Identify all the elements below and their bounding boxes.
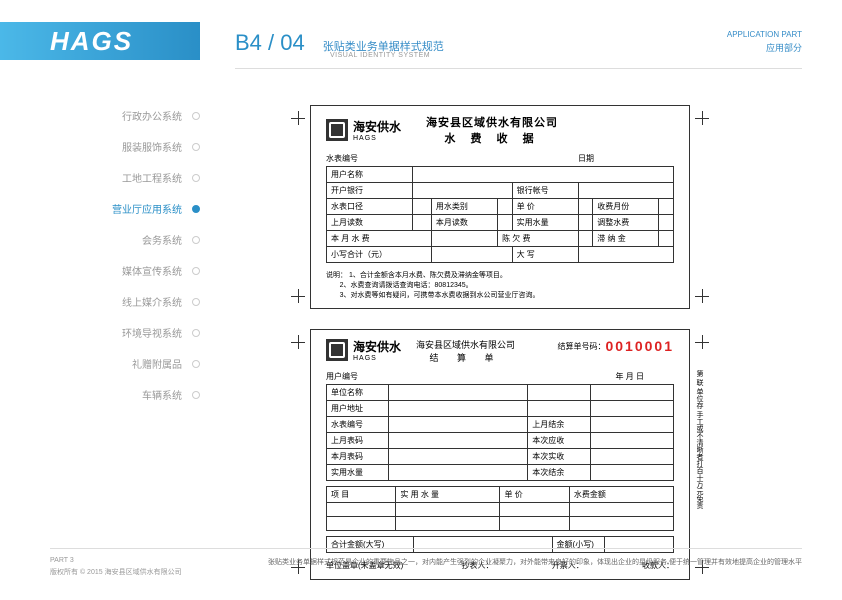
logo-icon xyxy=(326,119,348,141)
part-number: PART 3 xyxy=(50,557,182,564)
page-code: B4 / 04 xyxy=(235,30,305,56)
app-part-cn: 应用部分 xyxy=(727,41,802,54)
brand-logo-bar: HAGS xyxy=(0,22,200,60)
sidebar-item[interactable]: 行政办公系统 xyxy=(60,108,200,123)
receipt-title: 海安县区域供水有限公司 水 费 收 据 xyxy=(426,114,558,146)
footer-description: 张贴类业务单据样式规范是企业的重要物品之一，对内能产生强烈的企业凝聚力，对外能带… xyxy=(268,557,802,577)
content-area: 海安供水 HAGS 海安县区域供水有限公司 水 费 收 据 水表编号 日期 用户… xyxy=(310,105,730,600)
serial-number: 0010001 xyxy=(605,338,674,354)
meter-number-label: 水表编号 xyxy=(326,153,358,164)
app-part-en: APPLICATION PART xyxy=(727,30,802,39)
sidebar: 行政办公系统服装服饰系统工地工程系统营业厅应用系统会务系统媒体宣传系统线上媒介系… xyxy=(60,108,200,418)
receipt-settlement: 第 联 单位存 手工或不清晰者打百十万元免责 海安供水 HAGS 海安县区域供水… xyxy=(310,329,690,580)
serial-label: 结算单号码： xyxy=(557,341,605,352)
settlement-table: 单位名称用户地址水表编号上月结余上月表码本次应收本月表码本次实收实用水量本次结余 xyxy=(326,384,674,481)
vertical-note: 第 联 单位存 手工或不清晰者打百十万元免责 xyxy=(694,370,704,509)
crop-mark-icon xyxy=(291,111,305,125)
brand-logo: HAGS xyxy=(50,26,133,57)
crop-mark-icon xyxy=(695,111,709,125)
sidebar-item[interactable]: 礼赠附属品 xyxy=(60,356,200,371)
company-logo: 海安供水 HAGS xyxy=(326,338,401,362)
sidebar-item[interactable]: 营业厅应用系统 xyxy=(60,201,200,216)
sidebar-item[interactable]: 车辆系统 xyxy=(60,387,200,402)
receipt-title: 海安县区域供水有限公司 结 算 单 xyxy=(416,338,515,364)
bullet-icon xyxy=(192,174,200,182)
sidebar-item[interactable]: 线上媒介系统 xyxy=(60,294,200,309)
sidebar-item[interactable]: 媒体宣传系统 xyxy=(60,263,200,278)
receipt-notes: 说明： 1、合计金额含本月水费、陈欠费及滞纳金等项目。 2、水费查询请拨话查询电… xyxy=(311,268,689,308)
logo-en: HAGS xyxy=(353,135,401,142)
bullet-icon xyxy=(192,143,200,151)
bullet-icon xyxy=(192,391,200,399)
date-label: 日期 xyxy=(578,153,594,164)
bullet-icon xyxy=(192,205,200,213)
page-footer: PART 3 版权所有 © 2015 海安县区域供水有限公司 张贴类业务单据样式… xyxy=(50,548,802,577)
bullet-icon xyxy=(192,236,200,244)
bullet-icon xyxy=(192,360,200,368)
bullet-icon xyxy=(192,329,200,337)
user-id-label: 用户编号 xyxy=(326,371,358,382)
application-part: APPLICATION PART 应用部分 xyxy=(727,30,802,54)
sidebar-item[interactable]: 服装服饰系统 xyxy=(60,139,200,154)
header-divider xyxy=(235,68,802,69)
bullet-icon xyxy=(192,298,200,306)
settlement-items: 项 目实 用 水 量单 价水费金额 xyxy=(326,486,674,531)
date-label: 年 月 日 xyxy=(616,371,644,382)
sidebar-item[interactable]: 会务系统 xyxy=(60,232,200,247)
crop-mark-icon xyxy=(695,289,709,303)
copyright: 版权所有 © 2015 海安县区域供水有限公司 xyxy=(50,567,182,577)
page-title-en: VISUAL IDENTITY SYSTEM xyxy=(330,52,430,59)
bullet-icon xyxy=(192,267,200,275)
logo-icon xyxy=(326,339,348,361)
crop-mark-icon xyxy=(695,335,709,349)
bullet-icon xyxy=(192,112,200,120)
receipt-table: 用户名称 开户银行银行帐号 水表口径用水类别单 价收费月份 上月读数本月读数实用… xyxy=(326,166,674,263)
receipt-water-fee: 海安供水 HAGS 海安县区域供水有限公司 水 费 收 据 水表编号 日期 用户… xyxy=(310,105,690,309)
crop-mark-icon xyxy=(291,335,305,349)
crop-mark-icon xyxy=(291,289,305,303)
logo-cn: 海安供水 xyxy=(353,118,401,135)
company-logo: 海安供水 HAGS xyxy=(326,118,401,142)
sidebar-item[interactable]: 工地工程系统 xyxy=(60,170,200,185)
sidebar-item[interactable]: 环境导视系统 xyxy=(60,325,200,340)
